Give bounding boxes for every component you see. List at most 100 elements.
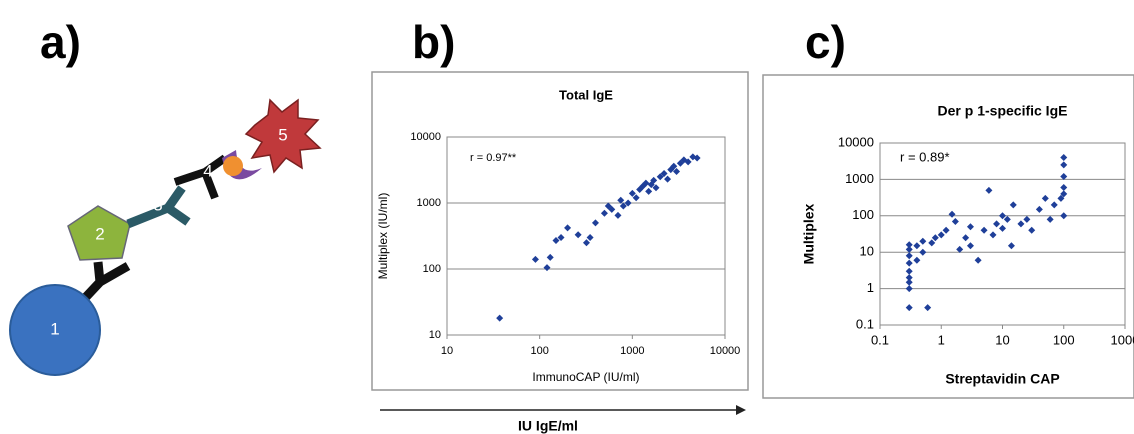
x-axis-label: Streptavidin CAP [945, 371, 1059, 387]
point [586, 234, 594, 242]
point [684, 158, 692, 166]
annotation: r = 0.97** [470, 152, 517, 164]
point [1060, 212, 1068, 220]
point [619, 202, 627, 210]
x-tick-label: 1000 [1111, 332, 1134, 347]
point [989, 231, 997, 239]
point [1060, 161, 1068, 169]
point [557, 234, 565, 242]
y-tick-label: 10000 [410, 131, 441, 143]
point [624, 199, 632, 207]
y-tick-label: 100 [852, 207, 874, 222]
point [673, 168, 681, 176]
point [600, 209, 608, 217]
diagram: 1 2 3 4 5 [9, 98, 322, 376]
point [924, 304, 932, 312]
point [546, 253, 554, 261]
pentagon [67, 205, 131, 261]
point [564, 224, 572, 232]
point [1050, 201, 1058, 209]
arrow-head [736, 405, 746, 415]
arrow-label: IU IgE/ml [518, 418, 578, 434]
panel-label: c) [805, 16, 846, 68]
x-tick-label: 10 [995, 332, 1009, 347]
point [942, 226, 950, 234]
y-axis-label: Multiplex (IU/ml) [376, 193, 390, 280]
point [496, 314, 504, 322]
point [1009, 201, 1017, 209]
y-tick-label: 1000 [845, 171, 874, 186]
point [905, 278, 913, 286]
x-tick-label: 100 [1053, 332, 1075, 347]
point [632, 194, 640, 202]
biotin [223, 156, 243, 176]
point [1060, 173, 1068, 181]
panel-label: a) [40, 16, 81, 68]
point [1041, 194, 1049, 202]
diagram-label: 3 [153, 195, 162, 214]
diagram-label: 2 [95, 224, 104, 243]
point [980, 226, 988, 234]
point [645, 187, 653, 195]
annotation: r = 0.89* [900, 149, 950, 164]
point [614, 211, 622, 219]
diagram-label: 5 [278, 125, 287, 144]
x-tick-label: 10000 [710, 345, 741, 357]
diagram-label: 1 [50, 319, 59, 338]
point [1060, 183, 1068, 191]
point [1046, 215, 1054, 223]
y-axis-label: Multiplex [801, 203, 817, 264]
point [628, 189, 636, 197]
point [1028, 226, 1036, 234]
antibody [81, 261, 131, 302]
point [693, 154, 701, 162]
point [552, 237, 560, 245]
point [905, 274, 913, 282]
point [993, 220, 1001, 228]
x-tick-label: 10 [441, 345, 453, 357]
point [1060, 153, 1068, 161]
point [1057, 194, 1065, 202]
point [660, 169, 668, 177]
bead [9, 284, 101, 376]
point [1017, 220, 1025, 228]
y-tick-label: 1000 [417, 197, 441, 209]
point [608, 205, 616, 213]
point [913, 256, 921, 264]
point [956, 245, 964, 253]
panel-label: b) [412, 16, 455, 68]
point [670, 162, 678, 170]
point [656, 173, 664, 181]
point [948, 210, 956, 218]
point [531, 255, 539, 263]
point [905, 285, 913, 293]
point [966, 242, 974, 250]
point [1003, 215, 1011, 223]
chart-title: Total IgE [559, 87, 613, 102]
point [962, 234, 970, 242]
y-tick-label: 10 [429, 329, 441, 341]
point [1035, 205, 1043, 213]
point [652, 184, 660, 192]
point [905, 241, 913, 249]
frame [762, 74, 1134, 399]
y-tick-label: 10000 [838, 134, 874, 149]
diagram-label: 4 [203, 161, 212, 180]
point [919, 248, 927, 256]
point [913, 242, 921, 250]
x-tick-label: 1000 [620, 345, 644, 357]
point [1007, 242, 1015, 250]
label-star [244, 98, 322, 174]
point [582, 239, 590, 247]
point [574, 231, 582, 239]
point [905, 252, 913, 260]
point [905, 245, 913, 253]
x-tick-label: 1 [938, 332, 945, 347]
y-tick-label: 1 [867, 280, 874, 295]
point [905, 267, 913, 275]
point [951, 217, 959, 225]
point [664, 175, 672, 183]
antibody [126, 185, 191, 229]
point [642, 179, 650, 187]
